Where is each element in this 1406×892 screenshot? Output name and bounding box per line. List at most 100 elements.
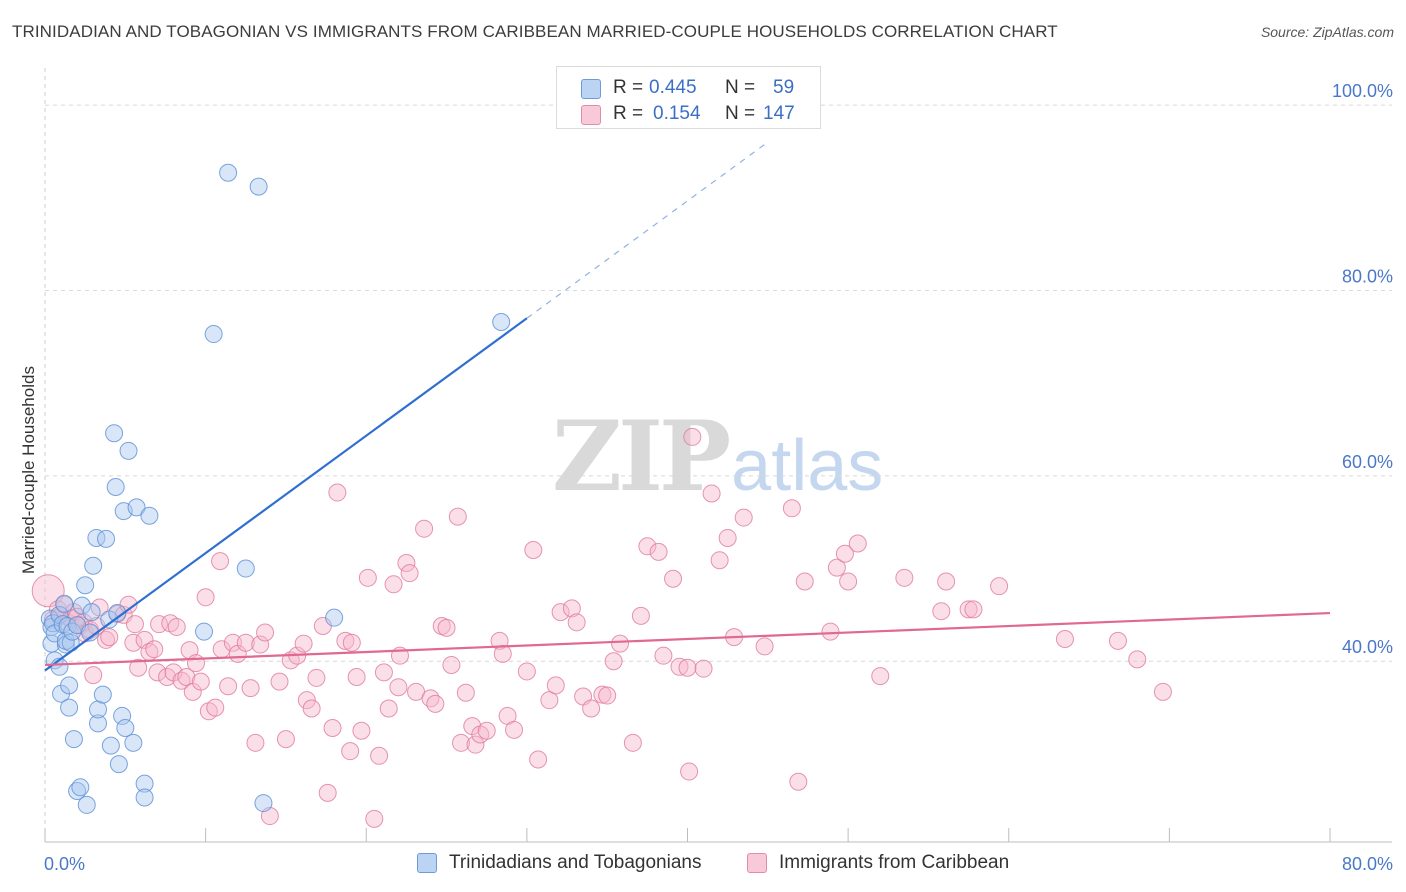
pink-point: [397, 553, 416, 572]
x-tick-label-max: 80.0%: [1342, 854, 1393, 874]
pink-point: [456, 683, 475, 702]
pink-point: [135, 630, 154, 649]
pink-point: [100, 628, 119, 647]
blue-point: [236, 559, 255, 578]
pink-point: [623, 733, 642, 752]
blue-point: [135, 788, 154, 807]
pink-point: [426, 694, 445, 713]
blue-swatch: [581, 79, 601, 99]
pink-point: [256, 623, 275, 642]
pink-point: [694, 659, 713, 678]
blue-point: [109, 755, 128, 774]
blue-point: [492, 312, 511, 331]
y-axis-title: Married-couple Households: [19, 366, 38, 574]
x-tick-labels: 0.0% 80.0%: [44, 854, 1393, 874]
pink-point: [158, 668, 177, 687]
pink-point: [97, 630, 116, 649]
y-tick-label-40: 40.0%: [1342, 637, 1393, 657]
pink-point: [84, 666, 103, 685]
pink-point: [1153, 682, 1172, 701]
pink-point: [302, 699, 321, 718]
blue-point: [105, 424, 124, 443]
pink-point: [318, 783, 337, 802]
trend-lines: [44, 141, 1331, 672]
pink-point: [611, 634, 630, 653]
blue-point: [325, 608, 344, 627]
pink-point: [437, 618, 456, 637]
blue-point: [87, 528, 106, 547]
pink-point: [129, 658, 148, 677]
pink-trend-line: [44, 611, 1331, 667]
pink-point: [638, 537, 657, 556]
blue-point: [124, 733, 143, 752]
pink-point: [294, 634, 313, 653]
pink-point: [493, 644, 512, 663]
blue-point: [119, 441, 138, 460]
pink-swatch: [581, 105, 601, 125]
pink-point: [196, 588, 215, 607]
pink-point: [452, 733, 471, 752]
pink-point: [582, 699, 601, 718]
series-a-label: Trinidadians and Tobagonians: [449, 852, 702, 873]
pink-point: [839, 572, 858, 591]
pink-point: [307, 668, 326, 687]
pink-point: [1108, 631, 1127, 650]
source-credit: Source: ZipAtlas.com: [1260, 24, 1394, 40]
pink-point: [683, 427, 702, 446]
y-tick-label-80: 80.0%: [1342, 266, 1393, 286]
pink-point: [328, 483, 347, 502]
pink-point: [246, 733, 265, 752]
pink-point: [755, 637, 774, 656]
pink-point: [347, 668, 366, 687]
pink-point: [649, 542, 668, 561]
blue-point: [84, 556, 103, 575]
blue-point: [254, 794, 273, 813]
blue-point: [101, 736, 120, 755]
blue-point: [108, 604, 127, 623]
pink-point: [236, 633, 255, 652]
pink-point: [323, 718, 342, 737]
pink-point: [125, 615, 144, 634]
pink-point: [379, 699, 398, 718]
blue-trend-line: [44, 317, 528, 672]
blue-point: [89, 714, 108, 733]
y-tick-label-60: 60.0%: [1342, 452, 1393, 472]
pink-point: [31, 574, 65, 608]
pink-point: [172, 671, 191, 690]
legend-r-value: 0.445: [649, 77, 697, 98]
pink-point: [297, 691, 316, 710]
pink-point: [517, 662, 536, 681]
blue-point: [116, 718, 135, 737]
pink-point: [389, 678, 408, 697]
blue-point: [64, 730, 83, 749]
blue-point: [195, 622, 214, 641]
blue-point: [71, 778, 90, 797]
legend-r-value: 0.154: [653, 103, 701, 124]
blue-point: [60, 698, 79, 717]
blue-point: [89, 700, 108, 719]
pink-point: [782, 499, 801, 518]
blue-point: [127, 498, 146, 517]
blue-point: [106, 477, 125, 496]
pink-point: [795, 572, 814, 591]
pink-point: [374, 663, 393, 682]
pink-point: [540, 691, 559, 710]
pink-point: [598, 686, 617, 705]
pink-point: [848, 534, 867, 553]
pink-point: [177, 668, 196, 687]
pink-point: [206, 698, 225, 717]
pink-point: [567, 613, 586, 632]
pink-point: [718, 528, 737, 547]
pink-point: [789, 772, 808, 791]
pink-point: [562, 599, 581, 618]
blue-point: [204, 325, 223, 344]
pink-point: [384, 575, 403, 594]
pink-point: [342, 633, 361, 652]
pink-point: [631, 606, 650, 625]
legend-r-label: R =: [613, 77, 644, 98]
pink-point: [654, 646, 673, 665]
blue-point: [219, 163, 238, 182]
pink-point: [664, 569, 683, 588]
pink-point: [341, 742, 360, 761]
blue-point: [72, 596, 91, 615]
